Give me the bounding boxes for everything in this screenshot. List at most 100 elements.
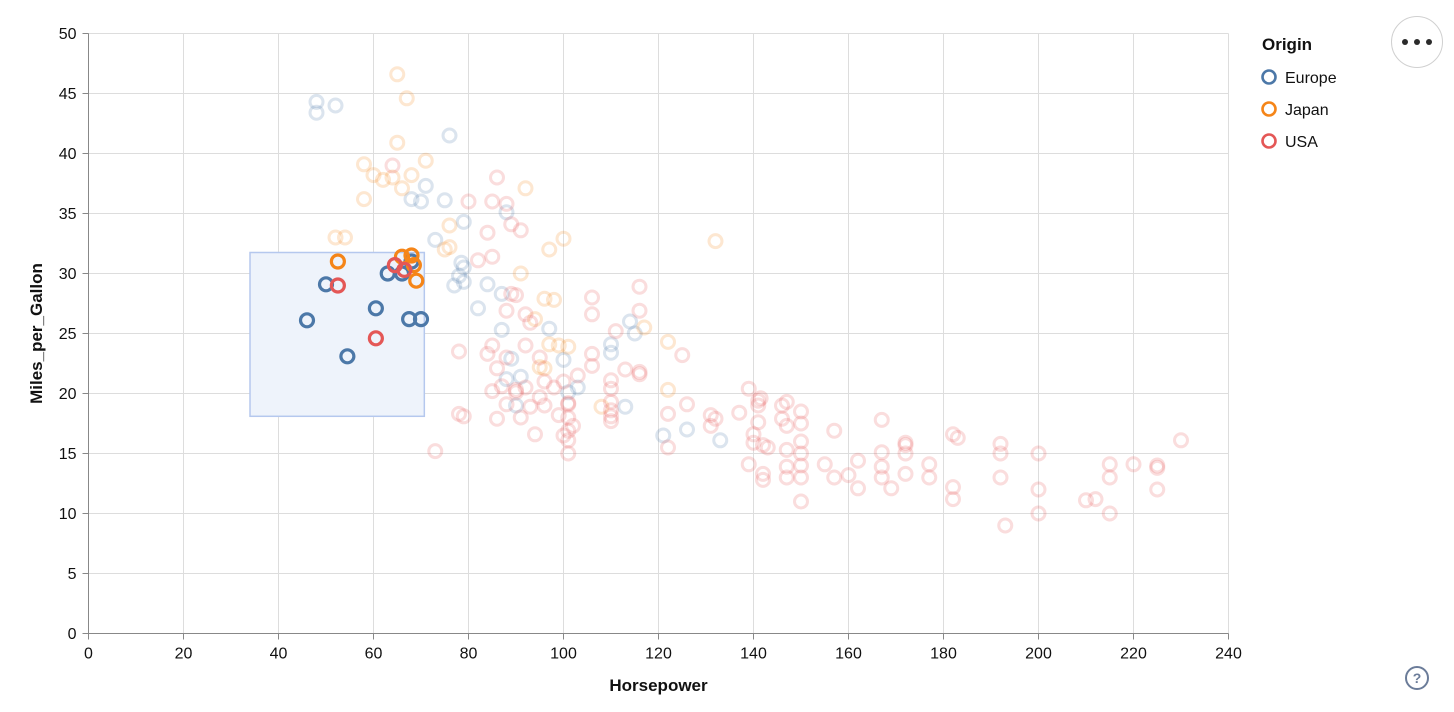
selected-data-point-usa — [396, 261, 413, 278]
data-point-europe — [436, 192, 453, 209]
data-point-europe — [441, 127, 458, 144]
data-point-usa — [793, 493, 809, 510]
data-point-usa — [1101, 505, 1118, 522]
data-point-japan — [389, 66, 406, 83]
data-point-europe — [617, 398, 634, 415]
ellipsis-icon — [1402, 39, 1408, 45]
data-point-usa — [702, 407, 719, 424]
help-button[interactable]: ? — [1405, 666, 1429, 690]
data-point-usa — [997, 517, 1014, 534]
data-point-usa — [740, 380, 757, 397]
data-point-usa — [793, 469, 809, 486]
data-point-usa — [850, 452, 866, 469]
data-point-europe — [327, 97, 344, 114]
data-point-usa — [493, 378, 510, 395]
data-point-usa — [489, 169, 505, 186]
data-point-europe — [455, 213, 472, 230]
y-tick-label: 35 — [59, 206, 77, 223]
ellipsis-icon — [1426, 39, 1432, 45]
data-point-japan — [441, 239, 458, 256]
data-point-usa — [489, 410, 505, 427]
data-point-usa — [897, 434, 914, 451]
data-point-usa — [560, 422, 577, 439]
data-point-usa — [484, 248, 501, 265]
data-point-usa — [603, 408, 619, 425]
data-point-usa — [512, 409, 529, 426]
data-point-usa — [617, 361, 634, 378]
data-point-europe — [560, 384, 577, 401]
data-point-usa — [560, 409, 577, 426]
data-point-usa — [778, 469, 795, 486]
data-point-usa — [1149, 481, 1166, 498]
data-point-usa — [702, 417, 719, 434]
europe-point-icon — [1261, 69, 1277, 85]
data-point-usa — [584, 345, 600, 362]
data-point-japan — [384, 169, 401, 186]
data-point-usa — [584, 306, 600, 323]
x-tick-label: 120 — [645, 646, 672, 663]
faded-points-layer — [308, 66, 1189, 534]
data-point-japan — [356, 191, 372, 208]
data-point-europe — [446, 277, 463, 294]
data-point-usa — [945, 479, 961, 496]
data-point-usa — [679, 396, 695, 413]
data-point-usa — [560, 395, 577, 412]
x-tick-label: 20 — [175, 646, 193, 663]
data-point-usa — [707, 410, 724, 427]
data-point-usa — [565, 417, 581, 434]
data-point-usa — [897, 437, 914, 454]
x-tick-label: 40 — [270, 646, 288, 663]
data-point-usa — [945, 426, 961, 443]
data-point-usa — [560, 396, 577, 413]
data-point-usa — [660, 439, 676, 456]
menu-button[interactable] — [1391, 16, 1443, 68]
data-point-japan — [541, 336, 558, 353]
data-point-usa — [603, 380, 619, 397]
data-point-japan — [546, 291, 562, 308]
data-point-europe — [626, 325, 643, 342]
data-point-usa — [921, 469, 938, 486]
legend-label-japan: Japan — [1285, 102, 1329, 119]
data-point-usa — [1173, 432, 1189, 449]
data-point-japan — [527, 311, 543, 328]
data-point-europe — [417, 177, 434, 194]
data-point-usa — [840, 467, 857, 484]
data-point-europe — [470, 300, 486, 317]
data-point-usa — [508, 384, 524, 401]
x-tick-label: 100 — [550, 646, 577, 663]
data-point-usa — [503, 285, 520, 302]
data-point-europe — [512, 368, 529, 385]
y-tick-label: 45 — [59, 86, 77, 103]
x-tick-label: 180 — [930, 646, 957, 663]
data-point-usa — [778, 417, 795, 434]
data-point-usa — [1125, 456, 1142, 473]
data-point-usa — [470, 252, 486, 269]
data-point-japan — [707, 233, 724, 250]
data-point-japan — [441, 217, 458, 234]
x-tick-label: 0 — [84, 646, 93, 663]
data-point-usa — [517, 306, 534, 323]
data-point-usa — [873, 458, 890, 475]
legend-entry-europe: Europe — [1261, 69, 1337, 87]
data-point-usa — [484, 383, 501, 400]
x-tick-label: 220 — [1120, 646, 1147, 663]
y-tick-label: 30 — [59, 266, 77, 283]
data-point-usa — [1101, 469, 1118, 486]
data-point-europe — [712, 432, 729, 449]
data-point-usa — [816, 456, 833, 473]
y-tick-label: 20 — [59, 386, 77, 403]
data-point-usa — [531, 349, 548, 366]
legend-label-europe: Europe — [1285, 70, 1337, 87]
data-point-usa — [560, 445, 577, 462]
data-point-usa — [451, 343, 467, 360]
data-point-usa — [793, 433, 809, 450]
data-point-usa — [479, 345, 496, 362]
data-point-usa — [1030, 505, 1047, 522]
data-point-europe — [498, 204, 515, 221]
y-tick-label: 10 — [59, 506, 77, 523]
data-point-europe — [493, 321, 510, 338]
data-point-europe — [498, 371, 515, 388]
data-point-europe — [451, 267, 467, 284]
data-point-japan — [365, 167, 382, 184]
